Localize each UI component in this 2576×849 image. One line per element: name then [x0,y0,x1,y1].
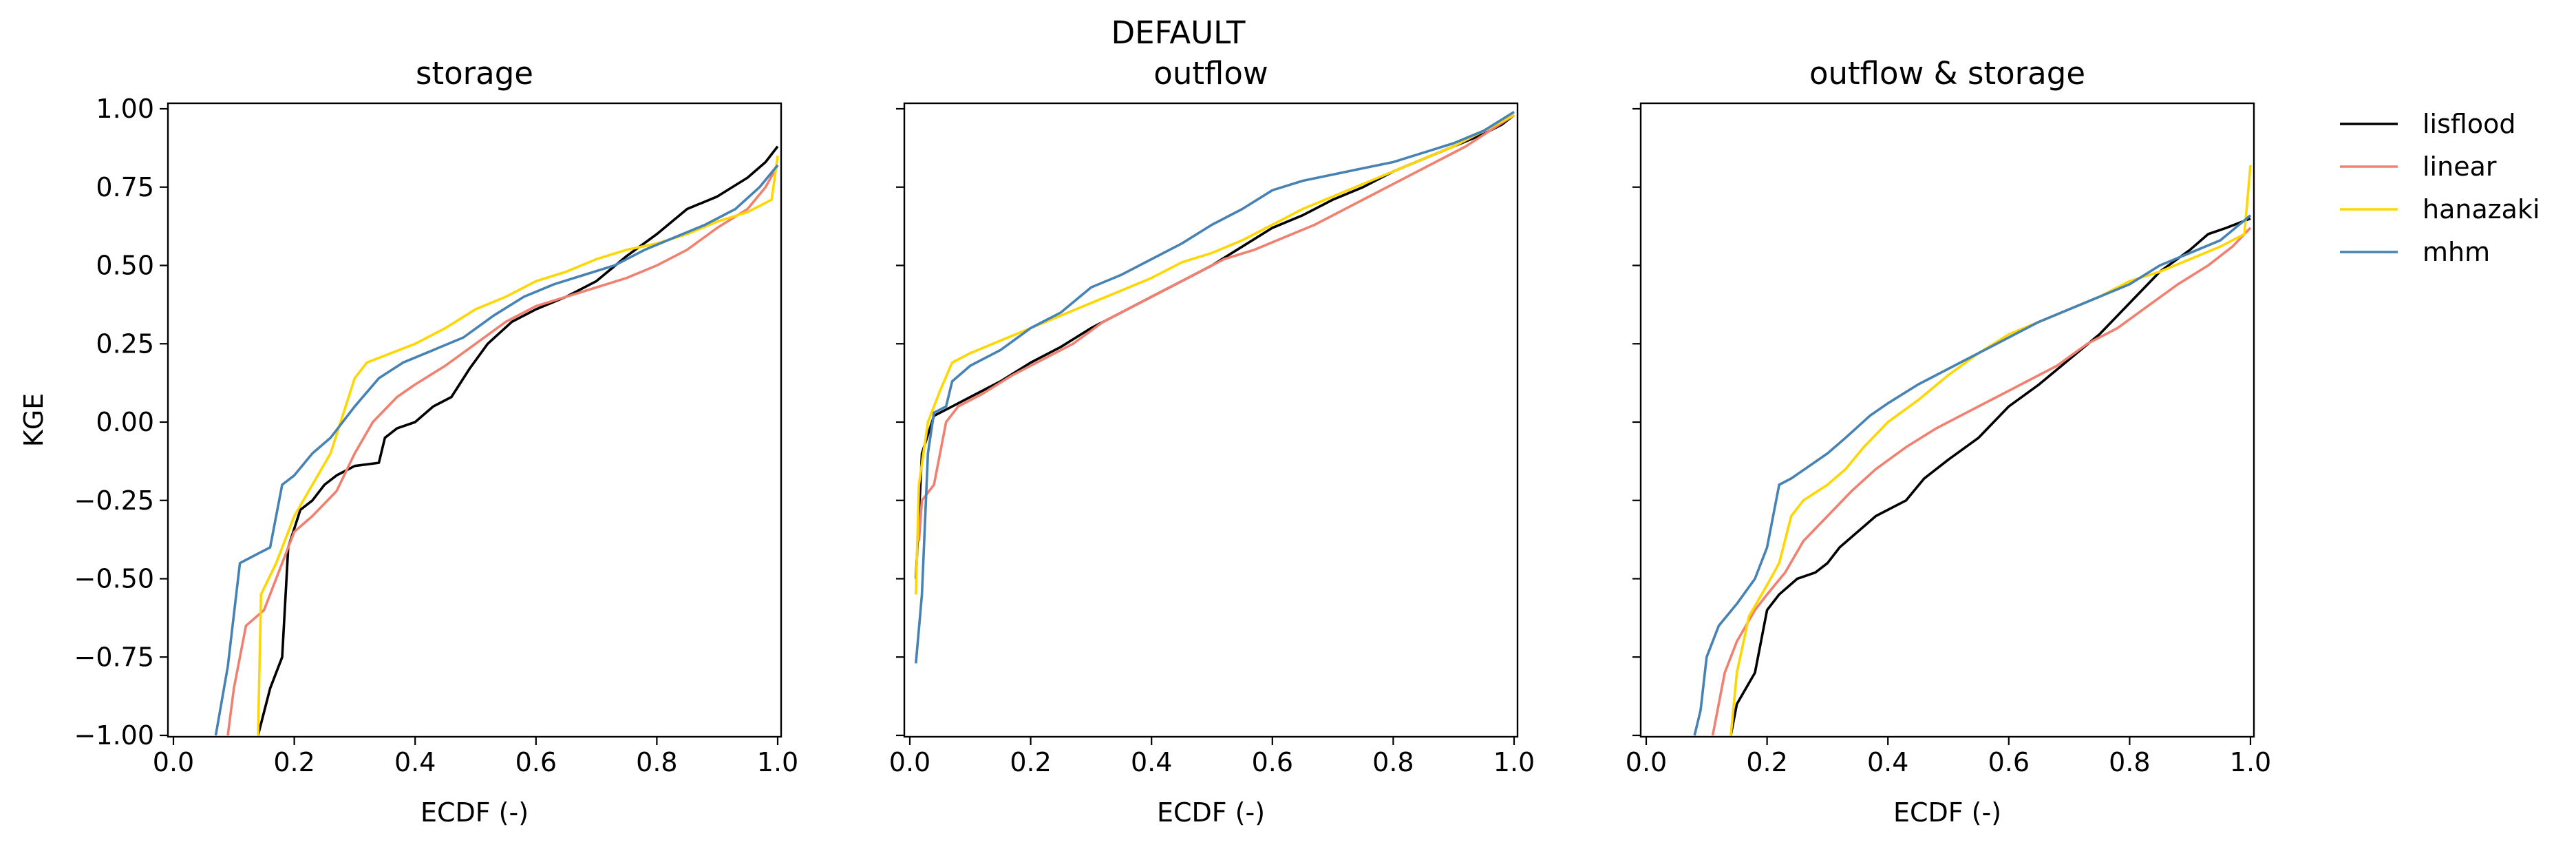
panel-title: outflow [1153,55,1268,92]
x-tick-label: 0.6 [1988,747,2030,777]
legend-entry-lisflood: lisflood [2340,109,2515,139]
x-axis-label: ECDF (-) [1157,797,1265,828]
panels: storage 0.0 0.2 0.4 0.6 0.8 1.0 −1.00 −0.75 −0.50… [19,55,2271,828]
x-tick-label: 0.0 [889,747,930,777]
panel-2: outflow 0.0 0.2 0.4 0.6 0.8 1.0 ECDF (-) [889,55,1535,828]
series-line-hanazaki [1729,165,2252,736]
x-tick-label: 0.0 [153,747,194,777]
x-tick-label: 0.4 [1867,747,1908,777]
x-tick-label: 1.0 [1493,747,1535,777]
panel-3: outflow & storage 0.0 0.2 0.4 0.6 0.8 1.0 ECDF … [1626,55,2271,828]
y-tick-label: −0.75 [74,642,154,672]
legend-label: mhm [2423,237,2490,267]
series-line-linear [226,165,779,736]
legend-entry-linear: linear [2340,151,2497,182]
legend-label: lisflood [2423,109,2515,139]
x-tick-label: 0.6 [515,747,557,777]
x-tick-label: 0.6 [1252,747,1293,777]
panel-title: outflow & storage [1809,55,2085,92]
series-line-hanazaki [915,114,1515,595]
x-axis-label: ECDF (-) [421,797,529,828]
x-tick-label: 0.2 [1010,747,1051,777]
series-line-hanazaki [257,156,779,736]
x-tick-label: 0.2 [273,747,315,777]
x-axis-label: ECDF (-) [1893,797,2001,828]
series-group [1693,165,2252,736]
panel-frame [1639,102,2255,738]
panel-frame [167,102,783,738]
legend-label: hanazaki [2423,194,2540,224]
y-tick-label: 0.25 [96,328,154,359]
x-tick-label: 1.0 [757,747,798,777]
series-line-mhm [915,110,1515,664]
x-tick-label: 0.0 [1626,747,1667,777]
series-line-lisflood [1729,217,2251,736]
y-tick-label: −1.00 [74,720,154,751]
series-line-linear [1711,227,2252,736]
y-tick-label: 0.00 [96,407,154,437]
figure-title: DEFAULT [1111,14,1246,51]
panel-1: storage 0.0 0.2 0.4 0.6 0.8 1.0 −1.00 −0.75 −0.50… [19,55,798,828]
panel-title: storage [416,55,533,92]
y-tick-label: −0.25 [74,485,154,516]
x-tick-label: 0.8 [636,747,677,777]
y-tick-label: −0.50 [74,564,154,594]
x-tick-label: 0.8 [2109,747,2150,777]
series-group [915,110,1515,664]
x-tick-label: 1.0 [2230,747,2271,777]
series-line-mhm [214,164,779,736]
legend-label: linear [2423,151,2497,182]
legend-entry-hanazaki: hanazaki [2340,194,2540,224]
panel-frame [903,102,1519,738]
x-tick-label: 0.4 [394,747,436,777]
y-tick-label: 1.00 [96,94,154,124]
legend: lisflood linear hanazaki mhm [2340,109,2540,267]
y-tick-label: 0.50 [96,251,154,281]
series-group [214,145,779,736]
y-axis-label: KGE [19,393,49,447]
series-line-lisflood [257,145,779,736]
legend-entry-mhm: mhm [2340,237,2490,267]
y-tick-label: 0.75 [96,172,154,202]
series-line-mhm [1693,214,2252,736]
x-tick-label: 0.8 [1372,747,1414,777]
x-tick-label: 0.4 [1131,747,1172,777]
series-line-linear [917,114,1515,542]
x-tick-label: 0.2 [1746,747,1787,777]
